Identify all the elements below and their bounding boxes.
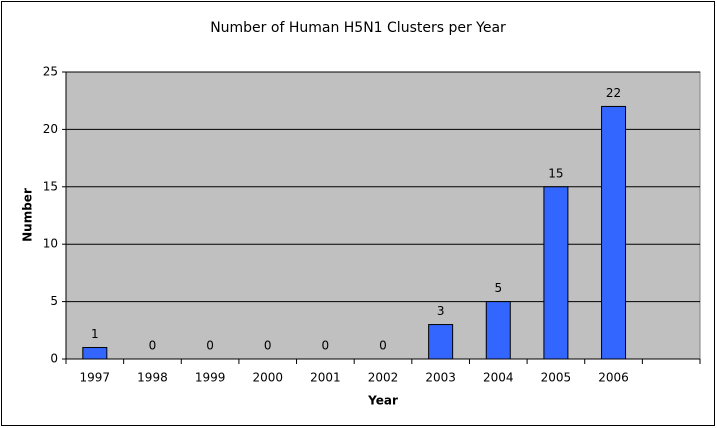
x-tick-label: 2005 (541, 371, 572, 385)
data-label: 0 (379, 339, 387, 353)
bar (601, 105, 627, 360)
y-tick-label: 20 (43, 122, 58, 136)
x-tick-label: 2006 (598, 371, 629, 385)
x-tick-label: 2000 (252, 371, 283, 385)
data-label: 0 (206, 339, 214, 353)
x-tick-label: 2004 (483, 371, 514, 385)
plot-area (65, 71, 701, 360)
data-label: 1 (91, 327, 99, 341)
data-label: 22 (606, 86, 621, 100)
y-tick-label: 0 (50, 352, 58, 366)
y-tick-label: 25 (43, 65, 58, 79)
y-axis-title: Number (21, 188, 35, 242)
y-tick-label: 5 (50, 294, 58, 308)
y-tick-label: 10 (43, 237, 58, 251)
x-tick-label: 2003 (425, 371, 456, 385)
data-label: 0 (322, 339, 330, 353)
chart-title: Number of Human H5N1 Clusters per Year (210, 20, 506, 36)
x-tick-label: 1997 (80, 371, 111, 385)
x-tick-label: 2002 (368, 371, 399, 385)
data-label: 0 (149, 339, 157, 353)
data-label: 0 (264, 339, 272, 353)
y-tick-label: 15 (43, 179, 58, 193)
data-label: 5 (494, 281, 502, 295)
x-tick-label: 1999 (195, 371, 226, 385)
x-tick-label: 2001 (310, 371, 341, 385)
bar (543, 186, 569, 360)
x-axis-title: Year (367, 394, 398, 408)
bar (428, 324, 454, 360)
x-tick-label: 1998 (137, 371, 168, 385)
data-label: 3 (437, 304, 445, 318)
bar (485, 301, 511, 360)
bar (82, 347, 108, 360)
data-label: 15 (548, 166, 563, 180)
